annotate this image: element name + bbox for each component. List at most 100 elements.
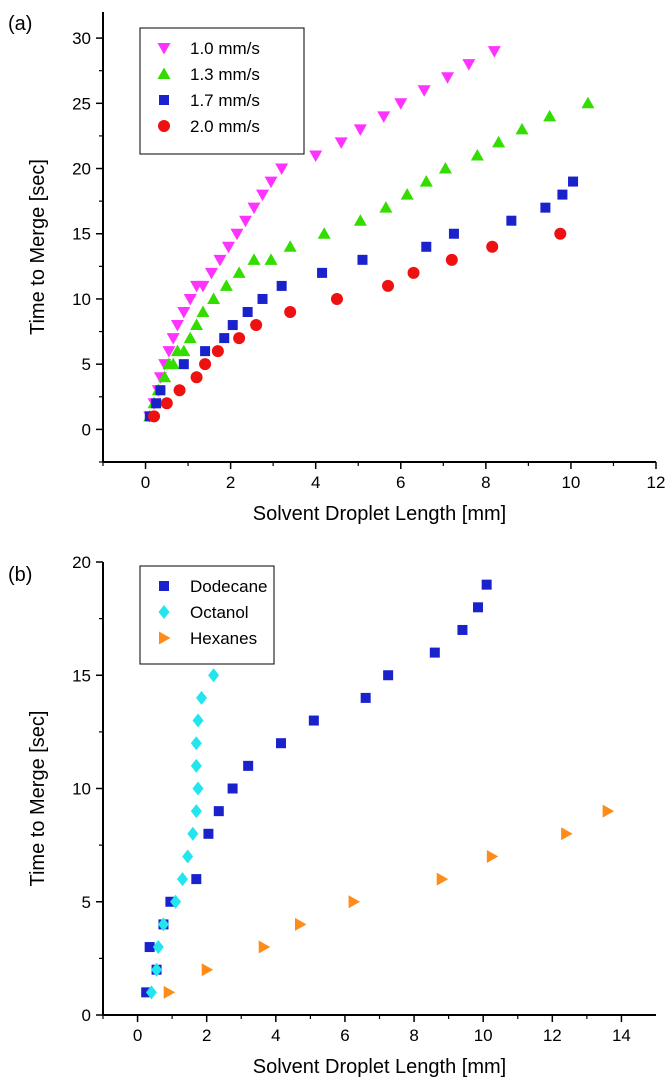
- panel-b-data-point: [258, 940, 271, 954]
- panel-a-data-point: [219, 333, 230, 344]
- panel-a-data-point: [487, 46, 501, 58]
- panel-b-data-point: [308, 715, 319, 726]
- panel-a-data-point: [264, 253, 278, 265]
- panel-b-data-point: [151, 962, 163, 977]
- panel-b-legend-marker: [159, 631, 171, 645]
- panel-a-data-point: [177, 307, 191, 319]
- panel-a-legend-label: 2.0 mm/s: [190, 117, 260, 136]
- panel-a-x-tick-label: 12: [647, 473, 666, 492]
- panel-a-data-point: [581, 96, 595, 109]
- panel-a-data-point: [160, 397, 173, 410]
- panel-a-x-tick-label: 6: [396, 473, 405, 492]
- panel-a-x-tick-label: 4: [311, 473, 320, 492]
- panel-a-data-point: [190, 318, 204, 331]
- panel-a-y-tick-label: 10: [72, 290, 91, 309]
- panel-a-data-point: [178, 359, 189, 370]
- panel-b-data-point: [360, 692, 371, 703]
- panel-a-data-point: [199, 358, 212, 371]
- panel-b-data-point: [481, 579, 492, 590]
- panel-b-data-point: [191, 874, 202, 885]
- panel-a-data-point: [309, 150, 323, 162]
- panel-b-x-axis-label: Solvent Droplet Length [mm]: [253, 1056, 506, 1078]
- panel-a-data-point: [419, 175, 433, 187]
- panel-a-series-2: [144, 176, 579, 422]
- panel-a-data-point: [227, 320, 238, 331]
- panel-a-data-point: [230, 228, 244, 241]
- panel-a-data-point: [219, 279, 233, 291]
- panel-b-data-point: [457, 624, 468, 635]
- panel-b-label: (b): [8, 564, 32, 586]
- panel-b-data-point: [436, 872, 449, 886]
- panel-b-data-point: [429, 647, 440, 658]
- panel-a-label: (a): [8, 13, 32, 35]
- panel-b-y-tick-label: 20: [72, 553, 91, 572]
- panel-b-data-point: [157, 917, 169, 932]
- panel-a-data-point: [264, 176, 278, 189]
- panel-a-data-point: [438, 162, 452, 174]
- panel-b-data-point: [602, 804, 615, 818]
- panel-b-x-tick-label: 6: [340, 1026, 349, 1045]
- panel-a-data-point: [353, 124, 367, 136]
- panel-b-data-point: [182, 849, 194, 864]
- panel-a-x-tick-label: 10: [561, 473, 580, 492]
- panel-b-data-point: [190, 804, 202, 819]
- panel-b-data-point: [348, 895, 361, 909]
- panel-a-data-point: [568, 176, 579, 187]
- panel-a-data-point: [462, 59, 476, 71]
- panel-a-legend-marker: [158, 120, 170, 132]
- panel-a-legend-label: 1.7 mm/s: [190, 91, 260, 110]
- panel-a-data-point: [492, 135, 506, 148]
- panel-a-y-tick-label: 20: [72, 160, 91, 179]
- panel-a-data-point: [170, 320, 184, 332]
- panel-a-data-point: [353, 214, 367, 226]
- panel-a-data-point: [445, 253, 458, 266]
- panel-a-data-point: [379, 201, 393, 213]
- panel-a-data-point: [247, 202, 261, 215]
- panel-b-series-2: [163, 804, 615, 999]
- panel-a-data-point: [448, 228, 459, 239]
- panel-a-legend-marker: [159, 95, 169, 105]
- panel-a-legend-label: 1.0 mm/s: [190, 39, 260, 58]
- panel-b-data-point: [561, 827, 573, 841]
- panel-b-data-point: [192, 781, 204, 796]
- panel-b-data-point: [190, 758, 202, 773]
- panel-a-data-point: [221, 241, 235, 254]
- panel-a-data-point: [166, 357, 180, 370]
- panel-a-y-axis-label: Time to Merge [sec]: [27, 159, 49, 335]
- panel-a-data-point: [284, 306, 297, 318]
- panel-a-y-tick-label: 30: [72, 29, 91, 48]
- panel-a-data-point: [232, 266, 246, 278]
- panel-a-data-point: [557, 189, 568, 200]
- panel-a-legend: 1.0 mm/s 1.3 mm/s 1.7 mm/s 2.0 mm/s: [139, 27, 305, 155]
- panel-a-data-point: [394, 98, 408, 110]
- panel-a-legend-label: 1.3 mm/s: [190, 65, 260, 84]
- panel-b-y-tick-label: 0: [82, 1006, 91, 1025]
- panel-a-legend-box: [139, 27, 305, 155]
- panel-a-data-point: [317, 267, 328, 278]
- panel-a-y-tick-label: 25: [72, 94, 91, 113]
- panel-a-data-point: [207, 292, 221, 304]
- panel-a-data-point: [148, 410, 161, 423]
- panel-a-data-point: [177, 344, 191, 357]
- panel-a-x-tick-label: 2: [226, 473, 235, 492]
- panel-a-legend-marker: [157, 67, 171, 79]
- panel-b-legend-label: Hexanes: [190, 629, 257, 648]
- panel-b-legend-label: Dodecane: [190, 577, 268, 596]
- panel-b-x-tick-label: 12: [543, 1026, 562, 1045]
- panel-a-data-point: [506, 215, 517, 226]
- panel-a-data-point: [250, 319, 263, 332]
- panel-a-data-point: [543, 109, 557, 122]
- panel-a-data-point: [554, 227, 567, 240]
- panel-a-data-point: [239, 215, 253, 228]
- panel-a-x-tick-label: 8: [481, 473, 490, 492]
- panel-a-data-point: [441, 72, 455, 84]
- panel-a-data-point: [276, 280, 287, 291]
- panel-a-data-point: [242, 307, 253, 317]
- panel-a-data-point: [407, 266, 420, 279]
- panel-b-y-tick-label: 15: [72, 666, 91, 685]
- panel-a-data-point: [317, 227, 331, 239]
- panel-b-data-point: [176, 872, 188, 887]
- panel-a-data-point: [213, 254, 227, 267]
- panel-b-chart: 0 2 4 6 8 10 12 14 0 5 10 15 20 Solvent Droplet Lengt…: [8, 553, 656, 1078]
